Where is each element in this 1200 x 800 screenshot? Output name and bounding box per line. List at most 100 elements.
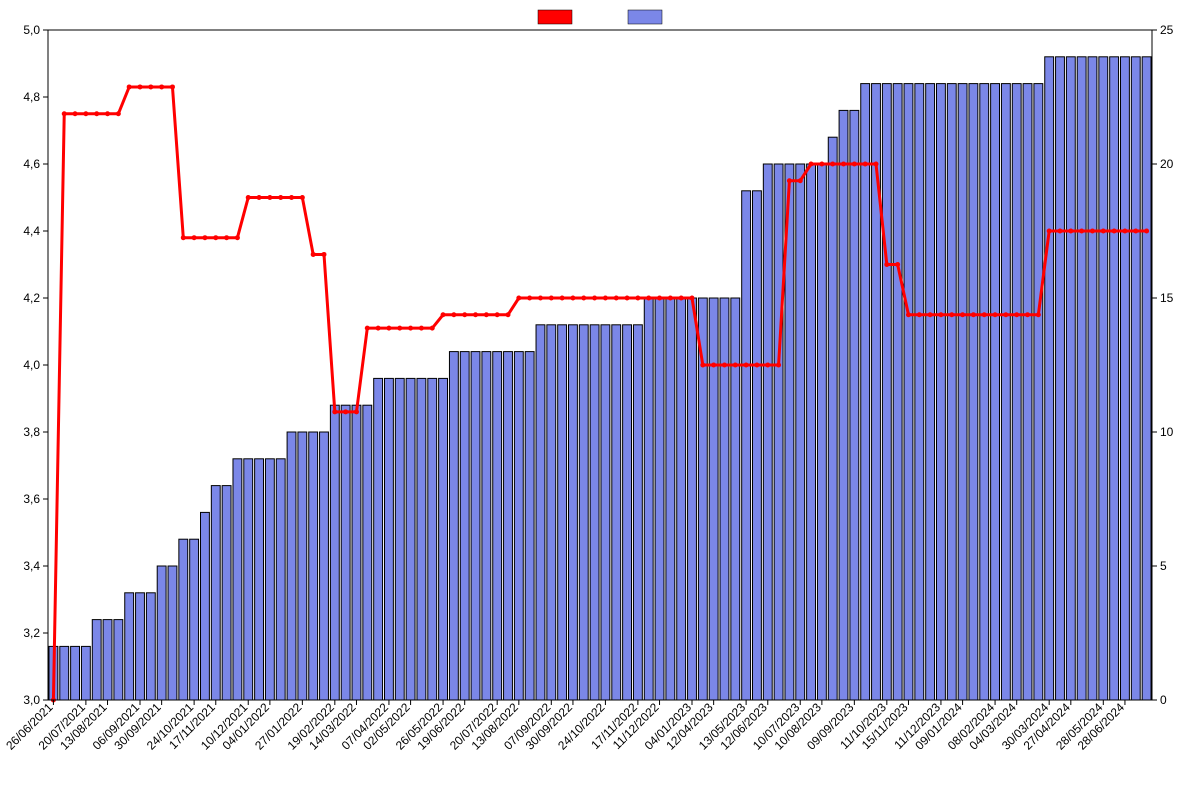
bar — [1077, 57, 1086, 700]
bar — [92, 620, 101, 700]
bar — [309, 432, 318, 700]
bar — [493, 352, 502, 700]
bar — [644, 298, 653, 700]
bar — [1001, 84, 1010, 700]
bar — [980, 84, 989, 700]
bar — [298, 432, 307, 700]
line-marker — [202, 235, 207, 240]
y-right-tick-label: 15 — [1160, 291, 1174, 305]
y-left-tick-label: 4,0 — [23, 358, 40, 372]
bar — [255, 459, 264, 700]
line-marker — [960, 312, 965, 317]
line-marker — [1014, 312, 1019, 317]
line-marker — [116, 111, 121, 116]
bar — [763, 164, 772, 700]
line-marker — [690, 296, 695, 301]
bar — [947, 84, 956, 700]
line-marker — [744, 363, 749, 368]
line-marker — [213, 235, 218, 240]
line-marker — [711, 363, 716, 368]
line-marker — [679, 296, 684, 301]
line-marker — [928, 312, 933, 317]
line-marker — [73, 111, 78, 116]
bar — [807, 164, 816, 700]
bar — [201, 512, 210, 700]
y-left-tick-label: 4,6 — [23, 157, 40, 171]
line-marker — [635, 296, 640, 301]
bar — [569, 325, 578, 700]
bar — [114, 620, 123, 700]
bar — [81, 646, 90, 700]
bar — [233, 459, 242, 700]
line-marker — [365, 326, 370, 331]
line-marker — [1079, 229, 1084, 234]
line-marker — [495, 312, 500, 317]
line-marker — [311, 252, 316, 257]
legend-swatch — [538, 10, 572, 24]
line-marker — [841, 162, 846, 167]
bar — [287, 432, 296, 700]
line-marker — [938, 312, 943, 317]
line-marker — [94, 111, 99, 116]
line-marker — [646, 296, 651, 301]
line-marker — [581, 296, 586, 301]
bar — [547, 325, 556, 700]
bar — [709, 298, 718, 700]
line-marker — [1090, 229, 1095, 234]
line-marker — [1122, 229, 1127, 234]
bar — [558, 325, 567, 700]
bar — [265, 459, 274, 700]
line-marker — [1036, 312, 1041, 317]
bar — [417, 378, 426, 700]
bar — [828, 137, 837, 700]
line-marker — [809, 162, 814, 167]
line-marker — [1058, 229, 1063, 234]
line-marker — [148, 84, 153, 89]
bar — [460, 352, 469, 700]
bar — [623, 325, 632, 700]
bar — [1045, 57, 1054, 700]
bar — [774, 164, 783, 700]
line-marker — [819, 162, 824, 167]
line-marker — [625, 296, 630, 301]
line-marker — [235, 235, 240, 240]
line-marker — [722, 363, 727, 368]
line-marker — [170, 84, 175, 89]
line-marker — [787, 178, 792, 183]
y-left-tick-label: 4,8 — [23, 90, 40, 104]
line-marker — [560, 296, 565, 301]
line-marker — [192, 235, 197, 240]
y-right-tick-label: 20 — [1160, 157, 1174, 171]
line-marker — [971, 312, 976, 317]
chart-svg: 3,03,23,43,63,84,04,24,44,64,85,00510152… — [0, 0, 1200, 800]
bar — [363, 405, 372, 700]
line-marker — [462, 312, 467, 317]
bar — [190, 539, 199, 700]
bar — [991, 84, 1000, 700]
bar — [590, 325, 599, 700]
y-left-tick-label: 3,0 — [23, 693, 40, 707]
line-marker — [386, 326, 391, 331]
bar — [579, 325, 588, 700]
bar — [720, 298, 729, 700]
bar — [926, 84, 935, 700]
bar — [915, 84, 924, 700]
bar — [125, 593, 134, 700]
bar — [601, 325, 610, 700]
line-marker — [516, 296, 521, 301]
line-marker — [181, 235, 186, 240]
line-marker — [765, 363, 770, 368]
line-marker — [549, 296, 554, 301]
line-marker — [397, 326, 402, 331]
line-marker — [830, 162, 835, 167]
line-marker — [159, 84, 164, 89]
bar — [904, 84, 913, 700]
y-left-tick-label: 4,4 — [23, 224, 40, 238]
line-marker — [289, 195, 294, 200]
y-right-tick-label: 10 — [1160, 425, 1174, 439]
line-marker — [538, 296, 543, 301]
bar — [341, 405, 350, 700]
bar — [1121, 57, 1130, 700]
bar — [71, 646, 80, 700]
y-left-tick-label: 3,2 — [23, 626, 40, 640]
